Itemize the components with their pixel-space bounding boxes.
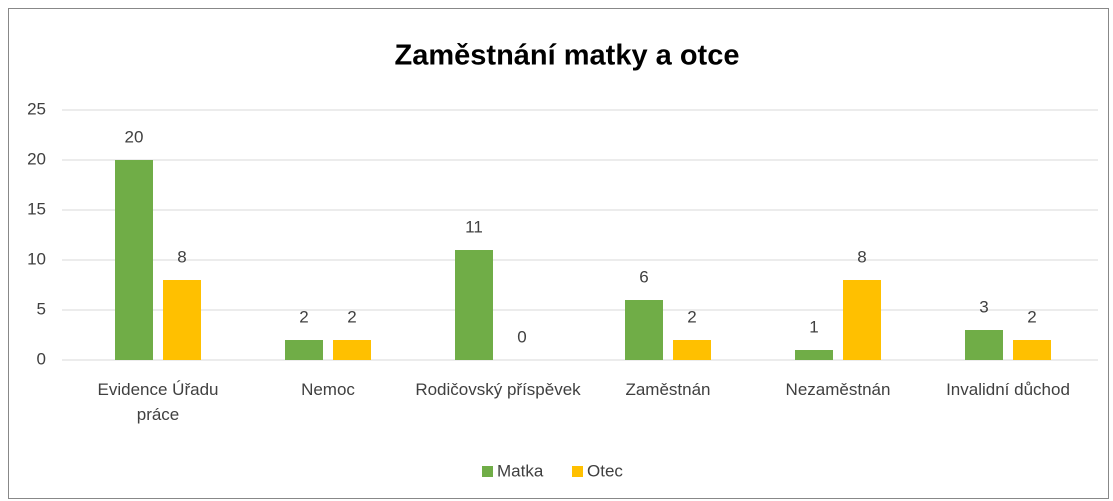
- x-tick-label: Zaměstnán: [625, 380, 711, 399]
- legend-swatch: [572, 466, 583, 477]
- data-label: 8: [177, 247, 186, 266]
- y-tick-label: 25: [27, 99, 46, 118]
- bar: [285, 340, 323, 360]
- y-tick-label: 10: [27, 249, 46, 268]
- x-tick-label: Evidence Úřadu práce: [97, 380, 219, 424]
- data-label: 20: [125, 127, 144, 146]
- data-label: 2: [1027, 307, 1036, 326]
- y-tick-label: 15: [27, 199, 46, 218]
- x-tick-label: Nezaměstnán: [785, 380, 891, 399]
- bar: [333, 340, 371, 360]
- chart-border: [8, 8, 1109, 499]
- bar: [795, 350, 833, 360]
- bar: [965, 330, 1003, 360]
- bar: [455, 250, 493, 360]
- legend-label: Otec: [587, 461, 623, 480]
- data-label: 0: [517, 327, 526, 346]
- bar: [163, 280, 201, 360]
- data-label: 11: [465, 217, 483, 236]
- data-label: 2: [687, 307, 696, 326]
- x-tick-label: Rodičovský příspěvek: [415, 380, 581, 399]
- bar: [1013, 340, 1051, 360]
- data-label: 2: [299, 307, 308, 326]
- data-label: 2: [347, 307, 356, 326]
- legend-swatch: [482, 466, 493, 477]
- data-label: 3: [979, 297, 988, 316]
- data-label: 8: [857, 247, 866, 266]
- bar: [673, 340, 711, 360]
- x-tick-label: Invalidní důchod: [946, 380, 1070, 399]
- data-label: 1: [809, 317, 818, 336]
- chart-title: Zaměstnání matky a otce: [395, 40, 740, 72]
- y-tick-label: 0: [37, 349, 46, 368]
- bar: [625, 300, 663, 360]
- y-tick-label: 5: [37, 299, 46, 318]
- data-label: 6: [639, 267, 648, 286]
- bar: [115, 160, 153, 360]
- legend-label: Matka: [497, 461, 544, 480]
- y-tick-label: 20: [27, 149, 46, 168]
- x-tick-label: Nemoc: [301, 380, 355, 399]
- bar: [843, 280, 881, 360]
